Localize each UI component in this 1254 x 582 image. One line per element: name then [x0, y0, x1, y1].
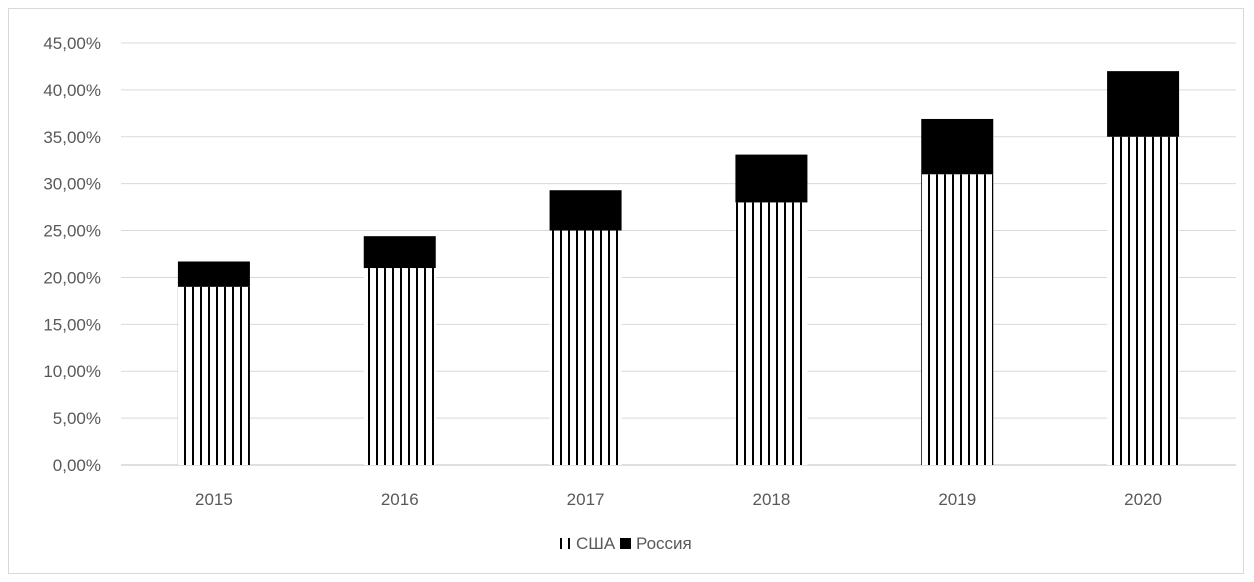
bar-russia-2019	[921, 118, 994, 175]
bar-usa-2015	[177, 286, 250, 465]
legend-swatch-russia	[620, 538, 631, 549]
bar-usa-2017	[549, 230, 622, 465]
y-tick-label: 45,00%	[43, 34, 101, 53]
bar-russia-2017	[549, 190, 622, 231]
x-tick-label: 2018	[753, 490, 791, 509]
y-tick-label: 15,00%	[43, 315, 101, 334]
bar-russia-2018	[735, 154, 808, 203]
x-tick-label: 2017	[567, 490, 605, 509]
y-tick-label: 20,00%	[43, 268, 101, 287]
bar-usa-2016	[363, 268, 436, 465]
y-tick-label: 10,00%	[43, 362, 101, 381]
y-tick-label: 5,00%	[53, 409, 101, 428]
x-axis-tick-labels: 2015 2016 2017 2018 2019 2020	[195, 490, 1162, 509]
legend-label-russia: Россия	[636, 534, 692, 553]
x-tick-label: 2016	[381, 490, 419, 509]
bar-usa-2018	[735, 202, 808, 465]
x-tick-label: 2019	[938, 490, 976, 509]
x-tick-label: 2015	[195, 490, 233, 509]
bar-russia-2015	[177, 261, 250, 287]
y-tick-label: 40,00%	[43, 81, 101, 100]
bar-usa-2019	[921, 174, 994, 466]
legend: США Россия	[560, 534, 692, 553]
bar-russia-2016	[363, 236, 436, 269]
y-tick-label: 25,00%	[43, 222, 101, 241]
bar-usa-2020	[1107, 136, 1180, 465]
gridlines	[121, 42, 1236, 466]
y-tick-label: 0,00%	[53, 456, 101, 475]
y-tick-label: 35,00%	[43, 128, 101, 147]
bar-russia-2020	[1107, 71, 1180, 137]
legend-swatch-usa	[560, 538, 571, 549]
y-tick-label: 30,00%	[43, 175, 101, 194]
x-tick-label: 2020	[1124, 490, 1162, 509]
bars	[177, 71, 1180, 466]
legend-label-usa: США	[576, 534, 616, 553]
y-axis-tick-labels: 0,00% 5,00% 10,00% 15,00% 20,00% 25,00% 30,00%…	[43, 34, 101, 475]
